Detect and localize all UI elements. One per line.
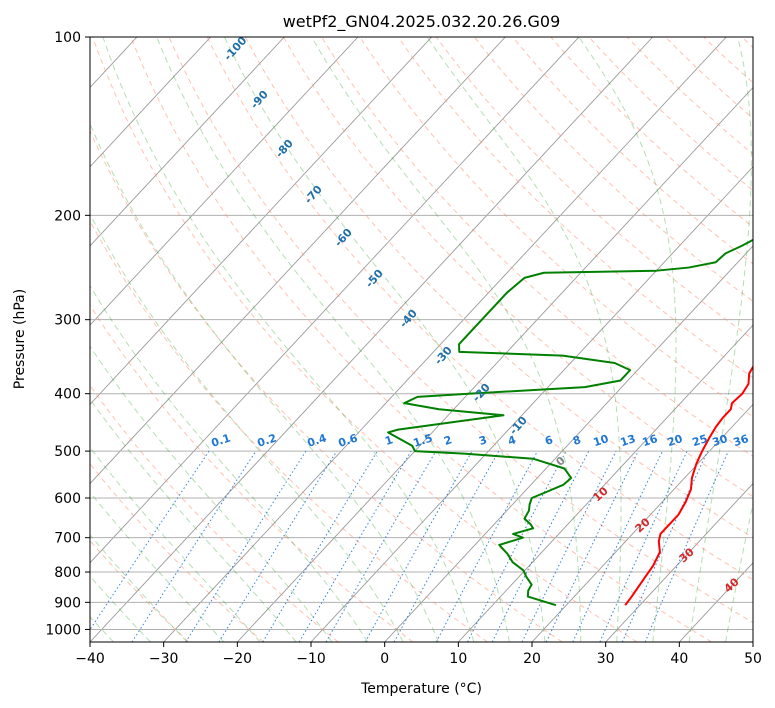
dewpoint-profile-line bbox=[387, 238, 753, 607]
dry-adiabat-line bbox=[206, 37, 753, 581]
isotherm-line bbox=[384, 245, 753, 642]
mixing-ratio-label: 0.2 bbox=[256, 431, 279, 449]
isotherm-line bbox=[163, 37, 727, 642]
background-lines bbox=[90, 37, 753, 642]
dry-adiabat-line bbox=[359, 37, 753, 418]
moist-adiabat-line bbox=[156, 37, 510, 642]
y-tick-label: 500 bbox=[54, 444, 81, 460]
x-tick-label: 20 bbox=[523, 651, 541, 667]
moist-adiabat-line bbox=[102, 37, 475, 642]
mixing-ratio-label: 10 bbox=[592, 432, 611, 449]
y-tick-label: 200 bbox=[54, 208, 81, 224]
mixing-ratio-label: 16 bbox=[641, 432, 660, 449]
mixing-ratio-line bbox=[131, 450, 257, 642]
y-tick-label: 1000 bbox=[45, 622, 81, 638]
mixing-ratio-label: 0.6 bbox=[337, 431, 360, 449]
mixing-ratio-line bbox=[393, 450, 500, 642]
dry-adiabat-line bbox=[90, 462, 264, 642]
x-tick-label: −30 bbox=[149, 651, 179, 667]
dry-adiabat-line bbox=[90, 220, 488, 642]
x-tick-label: −20 bbox=[223, 651, 253, 667]
isotherm-line bbox=[90, 37, 359, 326]
y-tick-label: 300 bbox=[54, 313, 81, 329]
moist-adiabat-line bbox=[90, 398, 297, 642]
profile-lines bbox=[387, 238, 753, 607]
x-tick-label: 0 bbox=[380, 651, 389, 667]
x-tick-label: 50 bbox=[744, 651, 762, 667]
moist-adiabat-line bbox=[90, 284, 369, 642]
isotherm-line bbox=[237, 86, 753, 642]
mixing-ratio-label: 30 bbox=[711, 432, 730, 449]
chart-title: wetPf2_GN04.2025.032.20.26.G09 bbox=[283, 12, 561, 32]
dry-adiabat-line bbox=[90, 129, 563, 642]
mixing-ratio-label: 0.4 bbox=[306, 431, 329, 449]
mixing-ratio-label: 20 bbox=[666, 432, 685, 449]
dry-adiabat-line bbox=[92, 37, 638, 642]
mixing-ratio-line bbox=[621, 450, 709, 642]
dry-adiabat-line bbox=[435, 37, 753, 340]
y-tick-label: 600 bbox=[54, 491, 81, 507]
mixing-ratio-line bbox=[491, 450, 590, 642]
x-tick-label: 30 bbox=[597, 651, 615, 667]
mixing-ratio-label: 2 bbox=[442, 433, 453, 448]
x-axis-title: Temperature (°C) bbox=[360, 681, 482, 697]
moist-adiabat-line bbox=[426, 37, 622, 642]
mixing-ratio-line bbox=[90, 450, 210, 631]
mixing-ratio-line bbox=[644, 450, 729, 642]
x-tick-label: 40 bbox=[670, 651, 688, 667]
isotherm-line bbox=[90, 37, 432, 406]
isotherm-line bbox=[90, 37, 211, 168]
x-tick-label: −40 bbox=[75, 651, 105, 667]
mixing-ratio-label: 0.1 bbox=[210, 431, 233, 449]
isotherm-line bbox=[310, 166, 753, 642]
mixing-ratio-label: 1.5 bbox=[412, 431, 435, 449]
mixing-ratio-label: 1 bbox=[383, 433, 394, 448]
y-tick-label: 700 bbox=[54, 531, 81, 547]
temperature-profile-line bbox=[624, 364, 753, 606]
mixing-ratio-label: 6 bbox=[543, 433, 555, 448]
mixing-ratio-line bbox=[364, 450, 473, 642]
isotherm-line bbox=[605, 482, 753, 642]
y-axis-title: Pressure (hPa) bbox=[12, 289, 28, 389]
mixing-ratio-label: 8 bbox=[571, 433, 582, 448]
isotherm-line bbox=[90, 37, 285, 247]
isotherm-line bbox=[90, 37, 580, 564]
dry-adiabat-line bbox=[168, 37, 753, 624]
isotherm-line bbox=[90, 37, 506, 485]
moist-adiabat-line bbox=[578, 37, 677, 642]
y-tick-label: 900 bbox=[54, 595, 81, 611]
mixing-ratio-line bbox=[435, 450, 538, 642]
moist-adiabat-line bbox=[90, 345, 333, 642]
y-tick-label: 400 bbox=[54, 387, 81, 403]
mixing-ratio-label: 4 bbox=[506, 433, 518, 448]
mixing-ratio-label: 3 bbox=[477, 433, 488, 448]
moist-adiabat-line bbox=[725, 501, 753, 642]
isotherm-line bbox=[531, 403, 753, 642]
mixing-ratio-label: 13 bbox=[619, 432, 638, 449]
mixing-ratio-line bbox=[185, 450, 307, 642]
plot-area bbox=[90, 37, 753, 642]
axes: −40 −30 −20 −10 0 10 20 30 40 5010020030040050060… bbox=[45, 30, 762, 667]
mixing-ratio-line bbox=[521, 450, 617, 642]
isotherm-line bbox=[458, 324, 753, 642]
y-tick-label: 800 bbox=[54, 565, 81, 581]
moist-adiabat-line bbox=[688, 37, 752, 642]
plot-frame bbox=[89, 36, 754, 643]
mixing-ratio-label: 25 bbox=[691, 432, 710, 449]
mixing-ratio-line bbox=[218, 450, 338, 642]
moist-adiabat-line bbox=[90, 122, 439, 642]
x-tick-label: 10 bbox=[449, 651, 467, 667]
dry-adiabat-line bbox=[244, 37, 753, 539]
y-tick-label: 100 bbox=[54, 30, 81, 46]
mixing-ratio-label: 36 bbox=[732, 432, 751, 449]
moist-adiabat-line bbox=[90, 213, 404, 642]
dry-adiabat-line bbox=[90, 384, 339, 642]
x-tick-label: −10 bbox=[296, 651, 326, 667]
isotherm-line bbox=[90, 37, 653, 642]
